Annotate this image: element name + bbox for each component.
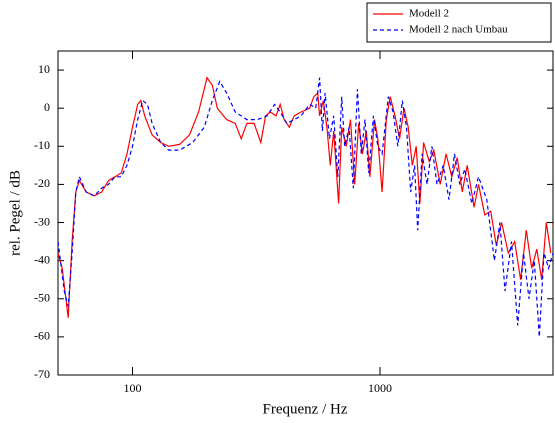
series-line	[58, 76, 552, 318]
y-tick-label: 0	[44, 100, 50, 114]
legend-text: Modell 2	[409, 8, 449, 20]
y-tick-label: -20	[34, 176, 50, 190]
x-axis-label: Frequenz / Hz	[263, 401, 348, 417]
y-tick-label: 10	[38, 62, 50, 76]
y-tick-label: -50	[34, 291, 50, 305]
y-tick-label: -40	[34, 252, 50, 266]
y-tick-label: -10	[34, 138, 50, 152]
plot-frame	[57, 50, 554, 376]
y-tick-label: -60	[34, 329, 50, 343]
series-line	[58, 77, 553, 337]
x-tick-label: 100	[124, 381, 142, 395]
y-tick-label: -30	[34, 214, 50, 228]
legend-text: Modell 2 nach Umbau	[409, 24, 508, 36]
legend-box	[366, 2, 552, 43]
y-tick-label: -70	[34, 367, 50, 381]
x-tick-label: 1000	[368, 381, 392, 395]
y-axis-label: rel. Pegel / dB	[7, 170, 23, 256]
